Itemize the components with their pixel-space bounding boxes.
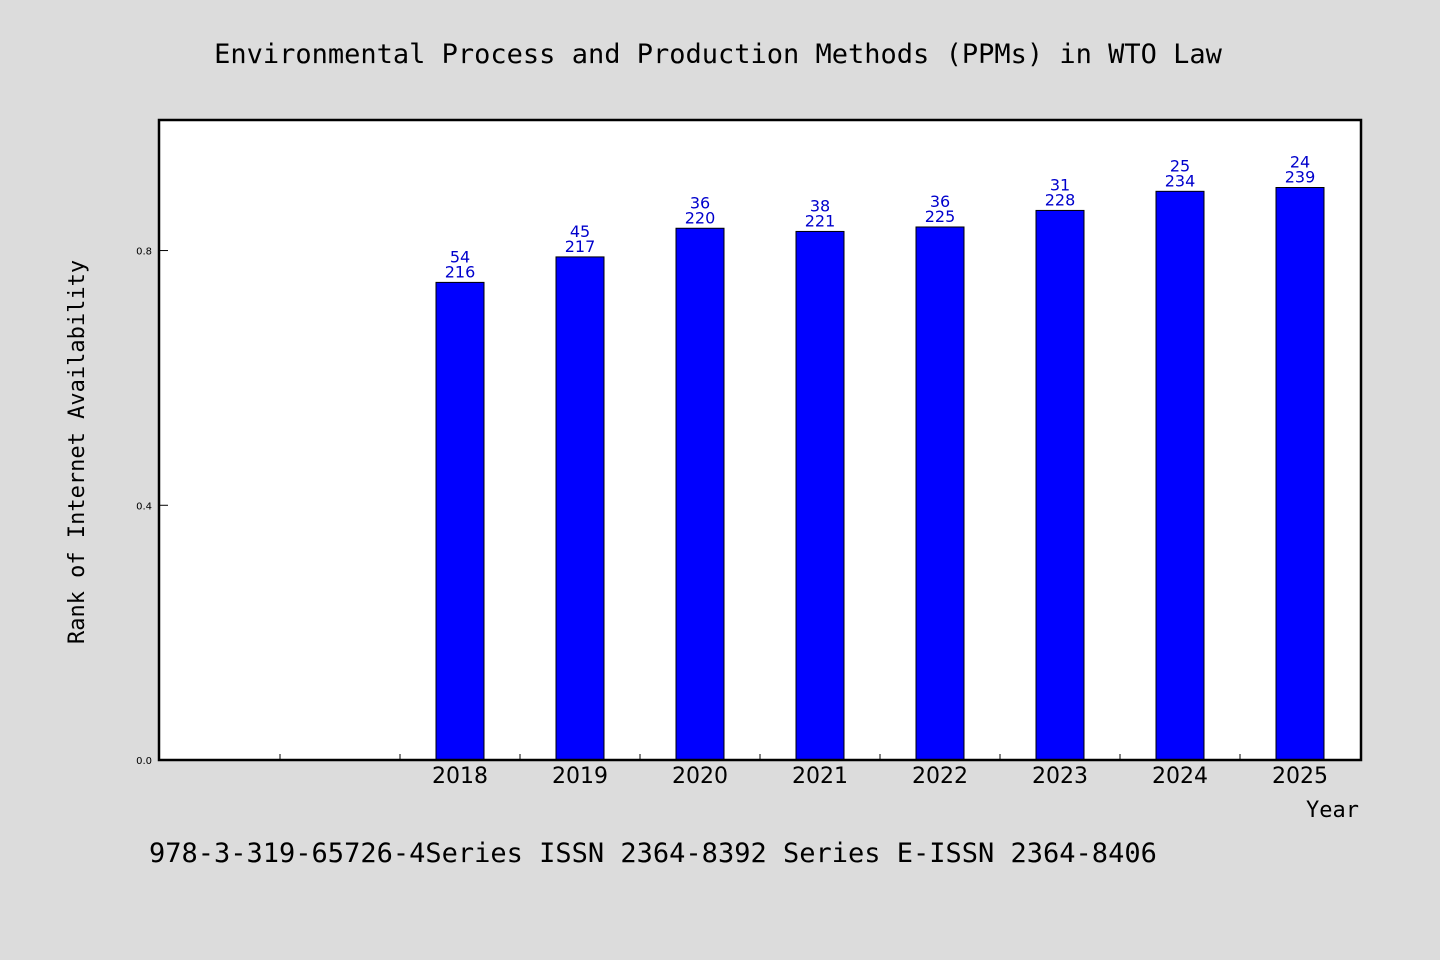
bar	[435, 281, 485, 761]
x-tick-label: 2018	[432, 764, 488, 789]
data-label-top: 36	[690, 193, 710, 212]
y-axis-label: Rank of Internet Availability	[65, 260, 90, 644]
data-label-bottom: 234	[1165, 171, 1196, 190]
bar	[1035, 209, 1085, 761]
data-label-top: 45	[570, 222, 590, 241]
data-label-bottom: 216	[445, 262, 476, 281]
x-tick-label: 2023	[1032, 764, 1088, 789]
bar	[555, 256, 605, 761]
data-label-bottom: 221	[805, 211, 836, 230]
data-label-top: 54	[450, 247, 470, 266]
footer-isbn-text: 978-3-319-65726-4Series ISSN 2364-8392 S…	[149, 838, 1157, 869]
data-label-top: 38	[810, 196, 830, 215]
data-label-bottom: 228	[1045, 190, 1076, 209]
bar	[1275, 187, 1325, 761]
bar	[1155, 190, 1205, 761]
plot-frame	[157, 118, 1363, 762]
x-tick-label: 2025	[1272, 764, 1328, 789]
data-label-bottom: 239	[1285, 168, 1316, 187]
bar	[675, 227, 725, 761]
x-tick-label: 2024	[1152, 764, 1208, 789]
x-tick-labels: 2018 2019 2020 2021 2022 2023 2024 2025	[432, 764, 1328, 789]
x-tick-label: 2020	[672, 764, 728, 789]
y-tick-label: 0.8	[136, 247, 152, 258]
data-label-top: 36	[930, 192, 950, 211]
x-tick-label: 2022	[912, 764, 968, 789]
x-tick-label: 2021	[792, 764, 848, 789]
bar	[915, 226, 965, 761]
bar	[795, 230, 845, 761]
data-label-bottom: 217	[565, 237, 596, 256]
x-axis-label: Year	[1306, 798, 1359, 823]
data-label-top: 31	[1050, 175, 1070, 194]
y-tick-label: 0.0	[136, 756, 152, 767]
x-tick-label: 2019	[552, 764, 608, 789]
data-label-bottom: 220	[685, 208, 716, 227]
data-label-top: 25	[1170, 156, 1190, 175]
chart-title: Environmental Process and Production Met…	[214, 39, 1223, 70]
data-label-top: 24	[1290, 153, 1310, 172]
data-label-bottom: 225	[925, 207, 956, 226]
y-tick-label: 0.4	[136, 501, 152, 512]
